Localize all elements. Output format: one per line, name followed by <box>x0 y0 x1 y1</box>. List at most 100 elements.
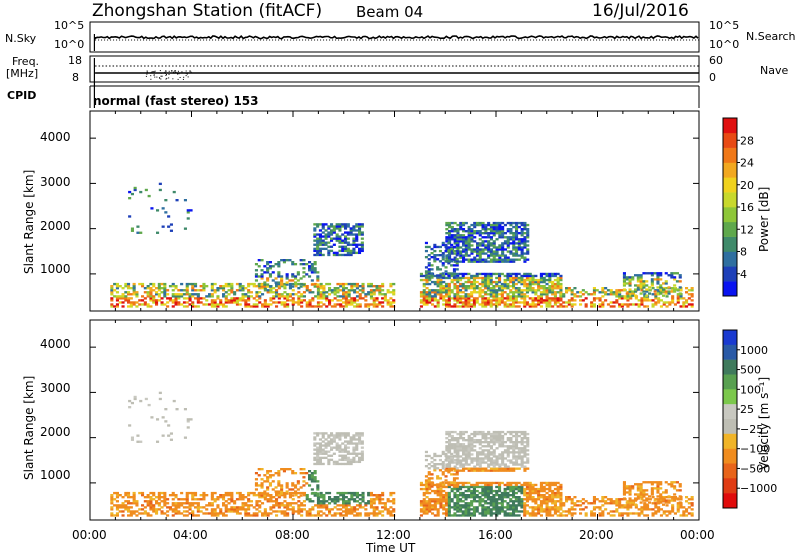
heatmap-cell <box>451 281 454 283</box>
heatmap-cell <box>501 295 504 297</box>
heatmap-cell <box>253 512 256 514</box>
heatmap-cell <box>462 273 465 275</box>
heatmap-cell <box>445 228 448 230</box>
heatmap-cell <box>225 299 228 301</box>
heatmap-cell <box>512 508 515 510</box>
heatmap-cell <box>320 287 323 289</box>
heatmap-cell <box>506 502 509 504</box>
nave-point <box>159 78 160 79</box>
heatmap-cell <box>269 275 272 277</box>
heatmap-cell <box>288 488 291 490</box>
heatmap-cell <box>175 303 178 305</box>
heatmap-cell <box>548 510 551 512</box>
heatmap-cell <box>462 238 465 240</box>
heatmap-cell <box>473 439 476 441</box>
heatmap-cell <box>487 459 490 461</box>
heatmap-cell <box>261 277 264 279</box>
heatmap-cell <box>521 441 524 443</box>
heatmap-cell <box>523 449 526 451</box>
heatmap-cell <box>347 463 350 465</box>
heatmap-cell <box>275 498 278 500</box>
heatmap-cell <box>327 231 330 233</box>
heatmap-cell <box>456 510 459 512</box>
heatmap-cell <box>359 494 362 496</box>
heatmap-cell <box>507 447 510 449</box>
heatmap-cell <box>428 274 431 276</box>
heatmap-cell <box>548 512 551 514</box>
heatmap-cell <box>442 498 445 500</box>
heatmap-cell <box>462 510 465 512</box>
heatmap-cell <box>309 498 312 500</box>
heatmap-cell <box>490 254 493 256</box>
heatmap-cell <box>128 424 131 426</box>
heatmap-cell <box>506 494 509 496</box>
heatmap-cell <box>175 504 178 506</box>
heatmap-cell <box>543 277 546 279</box>
heatmap-cell <box>355 246 358 248</box>
heatmap-cell <box>278 510 281 512</box>
heatmap-cell <box>582 508 585 510</box>
heatmap-cell <box>523 490 526 492</box>
heatmap-cell <box>487 287 490 289</box>
heatmap-cell <box>433 258 436 260</box>
heatmap-cell <box>493 470 496 472</box>
heatmap-cell <box>468 451 471 453</box>
heatmap-cell <box>451 230 454 232</box>
heatmap-cell <box>291 279 294 281</box>
heatmap-cell <box>473 490 476 492</box>
heatmap-cell <box>571 289 574 291</box>
heatmap-cell <box>518 246 521 248</box>
heatmap-cell <box>341 223 344 225</box>
heatmap-cell <box>492 273 495 275</box>
heatmap-cell <box>465 301 468 303</box>
heatmap-cell <box>521 232 524 234</box>
nave-point <box>150 72 151 73</box>
heatmap-cell <box>110 287 113 289</box>
heatmap-cell <box>607 502 610 504</box>
heatmap-cell <box>194 502 197 504</box>
heatmap-cell <box>468 449 471 451</box>
heatmap-cell <box>145 189 148 191</box>
heatmap-cell <box>601 498 604 500</box>
heatmap-cell <box>353 301 356 303</box>
heatmap-cell <box>523 484 526 486</box>
heatmap-cell <box>645 481 648 483</box>
heatmap-cell <box>559 504 562 506</box>
heatmap-cell <box>187 426 190 428</box>
heatmap-cell <box>180 504 183 506</box>
heatmap-cell <box>490 250 493 252</box>
heatmap-cell <box>479 232 482 234</box>
heatmap-cell <box>456 281 459 283</box>
heatmap-cell <box>350 494 353 496</box>
heatmap-cell <box>520 279 523 281</box>
heatmap-cell <box>534 279 537 281</box>
heatmap-cell <box>691 498 694 500</box>
heatmap-cell <box>448 506 451 508</box>
heatmap-cell <box>481 303 484 305</box>
heatmap-cell <box>604 502 607 504</box>
heatmap-cell <box>526 496 529 498</box>
heatmap-cell <box>222 512 225 514</box>
heatmap-cell <box>546 305 549 307</box>
heatmap-cell <box>358 231 361 233</box>
heatmap-cell <box>127 494 130 496</box>
heatmap-cell <box>333 254 336 256</box>
heatmap-cell <box>373 506 376 508</box>
heatmap-cell <box>476 246 479 248</box>
heatmap-cell <box>473 510 476 512</box>
heatmap-cell <box>537 490 540 492</box>
heatmap-cell <box>626 487 629 489</box>
heatmap-cell <box>317 303 320 305</box>
heatmap-cell <box>426 295 429 297</box>
heatmap-cell <box>662 497 665 499</box>
heatmap-cell <box>116 297 119 299</box>
heatmap-cell <box>261 484 264 486</box>
heatmap-cell <box>309 500 312 502</box>
heatmap-cell <box>361 225 364 227</box>
heatmap-cell <box>149 289 152 291</box>
heatmap-cell <box>626 305 629 307</box>
heatmap-cell <box>451 291 454 293</box>
heatmap-cell <box>124 283 127 285</box>
heatmap-cell <box>110 299 113 301</box>
heatmap-cell <box>515 496 518 498</box>
